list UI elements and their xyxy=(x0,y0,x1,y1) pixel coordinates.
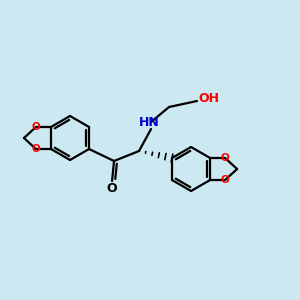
Text: O: O xyxy=(221,153,230,163)
Text: O: O xyxy=(32,122,40,132)
Text: O: O xyxy=(32,144,40,154)
Text: HN: HN xyxy=(139,116,159,128)
Text: O: O xyxy=(221,175,230,185)
Text: OH: OH xyxy=(199,92,220,104)
Text: O: O xyxy=(107,182,117,194)
